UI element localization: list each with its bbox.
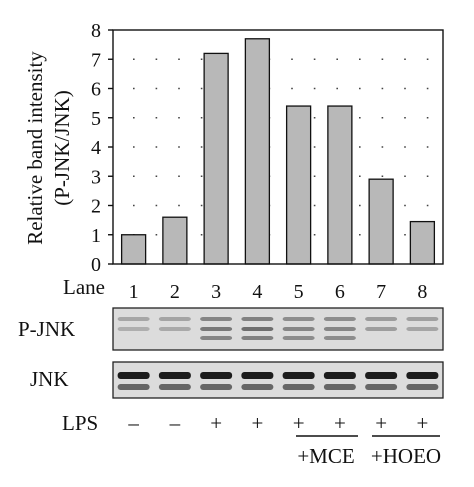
blot-band [117,372,150,379]
blot-band [323,327,356,331]
y-axis-ticks: 0 1 2 3 4 5 6 7 8 [91,20,113,276]
blot-label-jnk: JNK [30,367,69,391]
blot-band [200,317,233,321]
lane-label: Lane [63,275,105,299]
blot-panel [112,307,444,351]
y-tick-label: 4 [91,137,101,159]
blot-band [406,372,439,379]
blot-band [282,336,315,340]
y-tick-label: 8 [91,20,101,42]
blot-band [323,317,356,321]
y-tick-label: 5 [91,108,101,130]
bar-lane-6 [327,105,353,265]
bar-chart: 0 1 2 3 4 5 6 7 8 [91,20,444,276]
blot-band [241,336,274,340]
blot-band [406,384,439,390]
plot-frame [112,29,444,265]
lps-label: LPS [62,411,98,435]
blot-band [200,336,233,340]
y-tick-label: 2 [91,196,101,218]
lps-sign: – [127,411,139,435]
y-tick-label: 1 [91,225,101,247]
blot-band [158,384,191,390]
bar-lane-4 [244,38,271,265]
blot-band [365,327,398,331]
blot-p-jnk [112,307,444,351]
blot-panel [112,361,444,399]
blot-band [365,317,398,321]
y-axis-label-line1: Relative band intensity [23,51,47,245]
treatment-label-hoeo: +HOEO [371,444,441,468]
y-tick-label: 0 [91,254,101,276]
y-tick-label: 3 [91,166,101,188]
blot-band [282,317,315,321]
lps-sign: + [293,411,305,435]
blot-band [200,384,233,390]
blot-label-p-jnk: P-JNK [18,317,75,341]
lane-number: 3 [211,281,221,303]
blot-band [406,327,439,331]
y-tick-label: 6 [91,79,101,101]
bars [120,38,436,265]
lane-number: 5 [294,281,304,303]
bar-lane-1 [120,234,147,265]
blot-band [365,372,398,379]
blot-band [323,384,356,390]
lps-sign: – [169,411,181,435]
lps-sign: + [210,411,222,435]
blot-band [158,327,191,331]
lane-number: 4 [252,281,262,303]
lane-number: 8 [417,281,427,303]
lps-signs: – – + + + + + + [127,411,428,435]
blot-band [117,317,150,321]
bar-lane-3 [203,52,229,265]
blot-band [200,327,233,331]
treatment-label-mce: +MCE [297,444,354,468]
bar-lane-8 [409,220,436,265]
blot-jnk [112,361,444,399]
blot-band [323,372,356,379]
bar-lane-5 [285,105,312,265]
blot-band [117,327,150,331]
bar-lane-7 [368,178,394,265]
lane-number: 2 [170,281,180,303]
blot-band [117,384,150,390]
blot-band [282,384,315,390]
lane-number: 1 [129,281,139,303]
blot-band [365,384,398,390]
lane-numbers: 1 2 3 4 5 6 7 8 [129,281,428,303]
bar-lane-2 [162,216,188,265]
y-tick-label: 7 [91,49,101,71]
blot-band [158,317,191,321]
blot-band [241,372,274,379]
blot-band [200,372,233,379]
lps-sign: + [251,411,263,435]
blot-band [158,372,191,379]
blot-band [323,336,356,340]
blot-band [282,327,315,331]
blot-band [241,384,274,390]
blot-band [241,317,274,321]
blot-band [282,372,315,379]
lps-sign: + [416,411,428,435]
lps-sign: + [375,411,387,435]
lane-number: 7 [376,281,386,303]
blot-band [241,327,274,331]
lane-number: 6 [335,281,345,303]
blot-band [406,317,439,321]
y-axis-label-line2: (P-JNK/JNK) [50,90,74,206]
lps-sign: + [334,411,346,435]
